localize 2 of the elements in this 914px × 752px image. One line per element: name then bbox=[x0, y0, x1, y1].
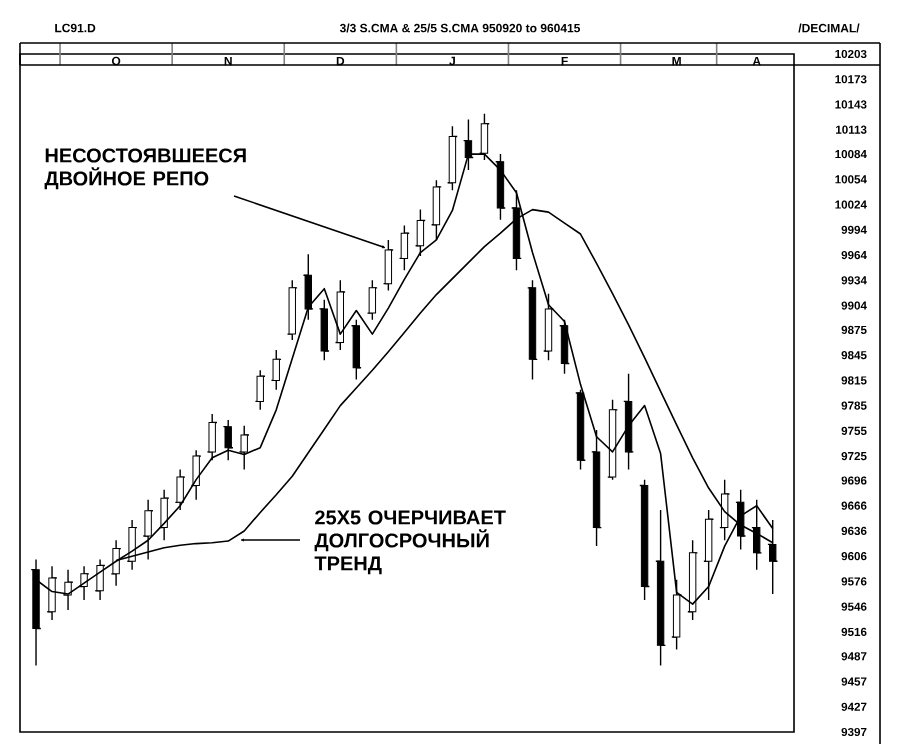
annotation: 25X5 ОЧЕРЧИВАЕТ ДОЛГОСРОЧНЫЙ ТРЕНД bbox=[314, 510, 506, 575]
annotation: НЕСОСТОЯВШЕЕСЯ ДВОЙНОЕ РЕПО bbox=[44, 148, 246, 190]
